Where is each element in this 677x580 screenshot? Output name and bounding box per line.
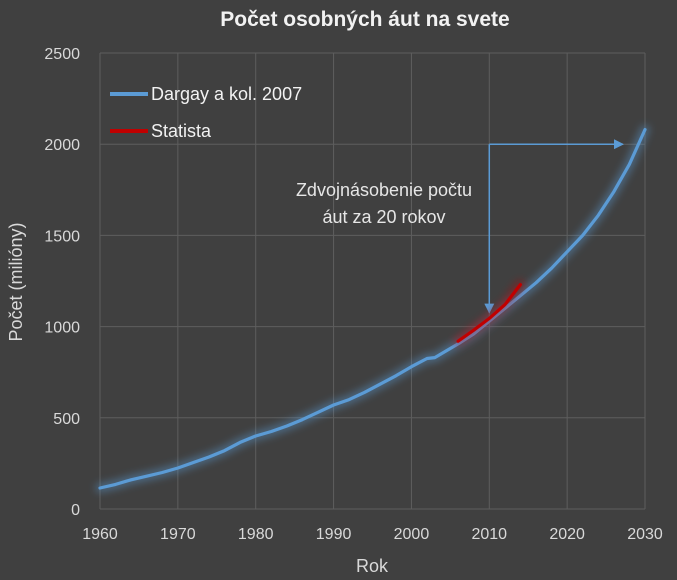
axis-ticks: 1960 1970 1980 1990 2000 2010 2020 2030 0 500 1000… <box>44 46 662 543</box>
legend-label-dargay: Dargay a kol. 2007 <box>151 84 302 104</box>
x-tick-label: 1960 <box>82 526 118 543</box>
x-tick-label: 2010 <box>471 526 507 543</box>
series-line-dargay <box>98 128 647 490</box>
x-tick-label: 1980 <box>238 526 274 543</box>
x-tick-label: 2000 <box>394 526 430 543</box>
y-tick-label: 500 <box>53 411 80 428</box>
x-tick-label: 1990 <box>316 526 352 543</box>
legend: Dargay a kol. 2007 Statista <box>110 84 302 141</box>
y-tick-label: 2500 <box>44 46 80 63</box>
series-line-statista <box>456 283 523 343</box>
series-lines <box>95 125 650 493</box>
x-tick-label: 2030 <box>627 526 663 543</box>
y-tick-label: 1000 <box>44 320 80 337</box>
y-tick-label: 0 <box>71 502 80 519</box>
annotation-line-2: áut za 20 rokov <box>322 207 445 227</box>
x-axis-label: Rok <box>356 556 389 576</box>
legend-label-statista: Statista <box>151 121 212 141</box>
x-tick-label: 1970 <box>160 526 196 543</box>
doubling-annotation: Zdvojnásobenie počtu áut za 20 rokov <box>296 139 624 314</box>
x-tick-label: 2020 <box>549 526 585 543</box>
annotation-line-1: Zdvojnásobenie počtu <box>296 180 472 200</box>
y-tick-label: 2000 <box>44 137 80 154</box>
chart-title: Počet osobných áut na svete <box>220 8 509 31</box>
y-tick-label: 1500 <box>44 228 80 245</box>
y-axis-label: Počet (milióny) <box>6 222 26 341</box>
